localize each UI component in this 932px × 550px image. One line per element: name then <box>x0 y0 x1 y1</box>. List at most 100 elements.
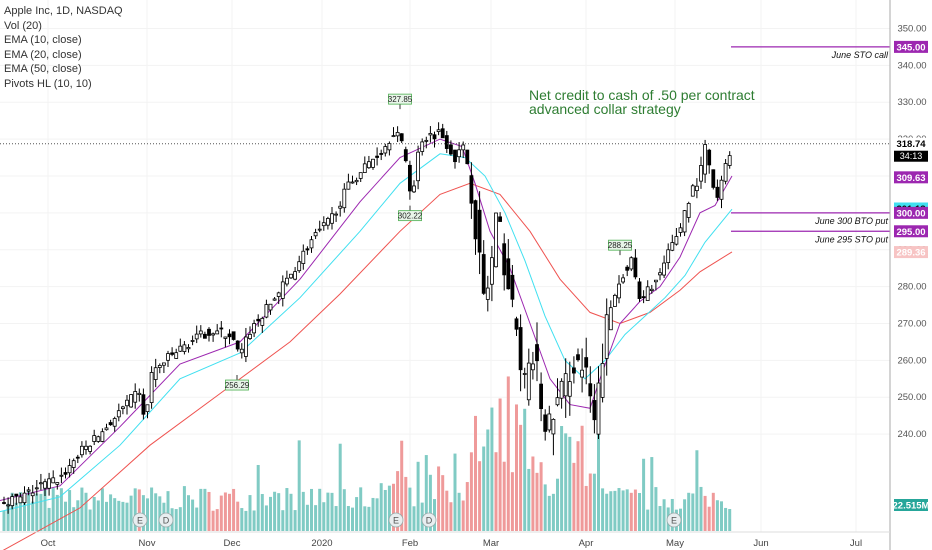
candle-79 <box>325 216 330 230</box>
candle-121 <box>498 212 503 222</box>
volume-bar-109 <box>449 502 453 531</box>
candle-95 <box>391 127 396 138</box>
legend-ema50[interactable]: EMA (50, close) <box>4 63 82 75</box>
time-tick-0: Oct <box>41 538 56 549</box>
volume-bar-71 <box>293 510 297 531</box>
candle-37 <box>153 358 158 388</box>
candle-body-40 <box>166 353 170 361</box>
candle-body-48 <box>198 330 203 335</box>
candle-53 <box>219 321 224 338</box>
volume-bar-135 <box>556 478 559 531</box>
volume-bar-59 <box>244 510 248 531</box>
candle-body-84 <box>346 181 351 190</box>
volume-bar-110 <box>453 453 457 531</box>
legend-symbol[interactable]: Apple Inc, 1D, NASDAQ <box>4 5 123 17</box>
legend-ema20[interactable]: EMA (20, close) <box>4 48 82 61</box>
candle-body-49 <box>202 333 207 339</box>
time-tick-2: Dec <box>224 538 241 549</box>
volume-bar-12 <box>51 487 55 531</box>
pivot-box-0 <box>388 93 412 105</box>
volume-bar-140 <box>576 441 580 531</box>
volume-bar-129 <box>531 456 535 531</box>
candle-100 <box>412 180 416 194</box>
volume-bar-60 <box>248 495 252 531</box>
candle-body-83 <box>342 188 347 209</box>
pivot-label-0: 327.85 <box>388 95 413 104</box>
volume-bar-152 <box>625 489 629 531</box>
candle-104 <box>428 126 433 143</box>
candle-body-50 <box>207 328 211 336</box>
candle-35 <box>145 404 150 419</box>
candle-body-34 <box>141 394 146 415</box>
time-axis[interactable]: Oct Nov Dec 2020 Feb Mar Apr May Jun Jul <box>0 531 890 549</box>
candle-65 <box>268 303 273 315</box>
volume-bar-112 <box>461 500 465 531</box>
volume-bar-56 <box>232 488 236 531</box>
candle-body-116 <box>477 209 482 253</box>
volume-bar-9 <box>39 493 43 531</box>
volume-bar-95 <box>392 483 395 531</box>
price-axis[interactable]: 240.00250.00260.00270.00280.00290.00300.… <box>889 0 930 550</box>
candle-128 <box>526 348 531 406</box>
candle-body-113 <box>465 149 470 165</box>
candle-body-79 <box>325 218 330 226</box>
candle-88 <box>362 156 367 174</box>
volume-bar-48 <box>199 488 203 531</box>
candle-body-156 <box>641 296 646 299</box>
countdown-bg <box>894 150 928 162</box>
candle-9 <box>39 473 43 491</box>
volume-bar-61 <box>252 510 256 531</box>
candle-57 <box>235 340 240 352</box>
candle-145 <box>596 366 601 439</box>
candle-97 <box>399 133 404 143</box>
candle-120 <box>494 212 498 268</box>
volume-bar-77 <box>318 488 322 531</box>
candle-body-73 <box>301 250 306 264</box>
legend-pivots[interactable]: Pivots HL (10, 10) <box>4 77 92 90</box>
volume-bar-80 <box>330 492 334 531</box>
candle-body-164 <box>674 236 679 245</box>
candle-body-64 <box>264 304 269 318</box>
time-tick-9: Jul <box>850 538 862 549</box>
candle-40 <box>166 350 170 368</box>
volume-bar-36 <box>150 487 154 531</box>
pivot-label-1: 302.22 <box>398 212 423 221</box>
chart-grid <box>0 0 890 532</box>
candle-body-174 <box>715 186 720 198</box>
candle-body-2 <box>10 496 15 507</box>
volume-bar-49 <box>203 488 207 531</box>
candle-body-88 <box>362 163 367 173</box>
level-tag-2: 295.00 <box>894 225 928 238</box>
candle-body-13 <box>55 482 60 485</box>
level-tag-1-text: 300.00 <box>896 208 925 219</box>
candle-39 <box>161 362 166 374</box>
candle-body-101 <box>416 151 421 182</box>
candle-body-124 <box>510 274 515 300</box>
candle-body-110 <box>453 149 457 163</box>
candle-73 <box>301 244 306 270</box>
time-tick-8: Jun <box>753 538 768 549</box>
candle-93 <box>383 143 388 157</box>
volume-bar-102 <box>420 502 424 531</box>
volume-bar-89 <box>367 506 371 531</box>
candle-19 <box>80 441 84 458</box>
ema-tag-0-bg <box>894 171 928 184</box>
volume-bar-168 <box>691 493 695 531</box>
candle-body-78 <box>321 222 326 227</box>
candle-31 <box>129 394 134 408</box>
candle-163 <box>670 234 675 252</box>
legend-volume[interactable]: Vol (20) <box>4 19 42 32</box>
candle-99 <box>407 160 412 200</box>
candle-87 <box>358 172 363 183</box>
volume-bar-6 <box>27 490 31 531</box>
candle-body-87 <box>358 172 363 179</box>
ema-lines <box>0 138 733 550</box>
volume-bar-23 <box>96 500 100 531</box>
volume-bar-68 <box>281 510 285 531</box>
candle-body-76 <box>313 232 318 237</box>
level-tag-0: 345.00 <box>894 40 928 53</box>
candle-body-166 <box>682 210 687 233</box>
legend-ema10[interactable]: EMA (10, close) <box>4 34 82 46</box>
candle-body-97 <box>399 133 404 142</box>
